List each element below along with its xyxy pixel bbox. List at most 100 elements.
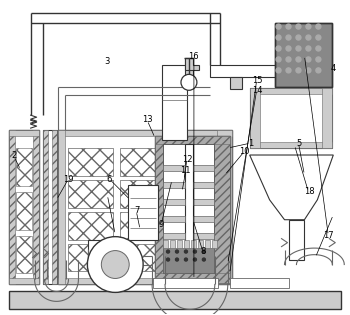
Text: 1: 1: [248, 139, 254, 148]
Circle shape: [306, 24, 311, 29]
Bar: [69, 243, 113, 272]
Circle shape: [167, 258, 169, 261]
Text: 5: 5: [296, 139, 301, 148]
Bar: [250, 88, 260, 148]
Circle shape: [296, 68, 301, 73]
Bar: [163, 182, 185, 188]
Text: 7: 7: [134, 206, 139, 215]
Circle shape: [306, 46, 311, 51]
Bar: [43, 130, 48, 284]
Circle shape: [296, 46, 301, 51]
Circle shape: [306, 35, 311, 40]
Bar: [163, 165, 185, 171]
Bar: [120, 212, 165, 240]
Bar: [155, 136, 230, 284]
Bar: [184, 240, 189, 248]
Text: 12: 12: [182, 155, 192, 163]
Bar: [193, 199, 214, 205]
Circle shape: [194, 250, 196, 253]
Bar: [191, 240, 196, 248]
Circle shape: [286, 24, 291, 29]
Bar: [210, 66, 289, 77]
Text: 16: 16: [188, 52, 199, 61]
Bar: [193, 182, 214, 188]
Circle shape: [286, 35, 291, 40]
Text: 8: 8: [200, 247, 205, 256]
Bar: [9, 130, 38, 284]
Bar: [9, 291, 341, 309]
Circle shape: [175, 258, 178, 261]
Bar: [9, 130, 15, 284]
Text: 11: 11: [180, 166, 191, 175]
Text: 15: 15: [252, 76, 262, 85]
Circle shape: [184, 258, 188, 261]
Circle shape: [175, 250, 178, 253]
Bar: [120, 243, 165, 272]
Bar: [177, 240, 182, 248]
Circle shape: [286, 46, 291, 51]
Text: 2: 2: [12, 152, 17, 160]
Text: 18: 18: [304, 187, 314, 197]
Bar: [212, 240, 217, 248]
Bar: [163, 240, 168, 248]
Bar: [163, 199, 185, 205]
Text: 17: 17: [323, 232, 334, 240]
Bar: [51, 130, 56, 284]
Circle shape: [276, 57, 281, 62]
Bar: [250, 88, 332, 94]
Bar: [9, 278, 38, 284]
Bar: [193, 233, 214, 239]
Circle shape: [286, 57, 291, 62]
Bar: [9, 130, 38, 136]
Bar: [274, 23, 332, 87]
Circle shape: [306, 57, 311, 62]
Circle shape: [276, 35, 281, 40]
Bar: [69, 212, 113, 240]
Bar: [185, 59, 193, 78]
Bar: [170, 240, 175, 248]
Circle shape: [194, 258, 196, 261]
Bar: [16, 148, 32, 186]
Bar: [155, 273, 230, 284]
Bar: [163, 233, 185, 239]
Circle shape: [296, 35, 301, 40]
Circle shape: [316, 35, 321, 40]
Circle shape: [167, 250, 169, 253]
Text: 3: 3: [104, 57, 110, 66]
Bar: [193, 165, 214, 171]
Text: 19: 19: [63, 175, 74, 184]
Circle shape: [276, 68, 281, 73]
Bar: [163, 248, 214, 273]
Bar: [322, 88, 332, 148]
Circle shape: [202, 258, 205, 261]
Text: 10: 10: [239, 147, 250, 156]
Bar: [163, 144, 214, 273]
Bar: [205, 240, 210, 248]
Circle shape: [276, 24, 281, 29]
Bar: [57, 130, 232, 284]
Circle shape: [316, 57, 321, 62]
Circle shape: [184, 250, 188, 253]
Bar: [120, 148, 165, 176]
Polygon shape: [185, 59, 199, 70]
Circle shape: [202, 250, 205, 253]
Bar: [230, 278, 289, 289]
Bar: [57, 130, 65, 284]
Circle shape: [286, 68, 291, 73]
Text: 6: 6: [106, 175, 112, 184]
Bar: [16, 192, 32, 230]
Bar: [250, 88, 332, 148]
Bar: [43, 130, 56, 284]
Bar: [193, 216, 214, 222]
Circle shape: [316, 68, 321, 73]
Bar: [185, 144, 193, 273]
Bar: [198, 240, 203, 248]
Bar: [120, 180, 165, 208]
Bar: [155, 136, 230, 144]
Bar: [16, 236, 32, 273]
Circle shape: [276, 46, 281, 51]
Bar: [89, 240, 108, 270]
Polygon shape: [250, 155, 333, 220]
Text: 14: 14: [252, 86, 262, 94]
Bar: [57, 130, 232, 136]
